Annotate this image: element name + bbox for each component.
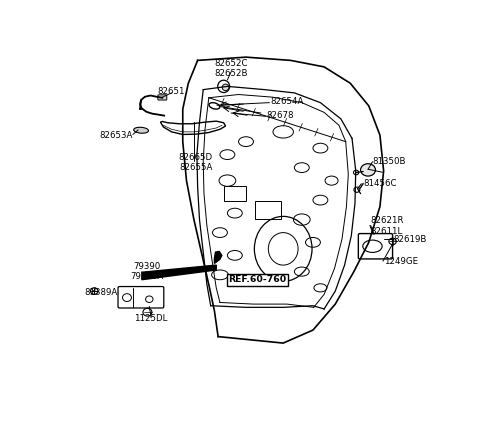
Polygon shape [142, 265, 216, 280]
Text: 82678: 82678 [266, 111, 294, 120]
FancyBboxPatch shape [158, 95, 167, 100]
Text: 82665D
82655A: 82665D 82655A [179, 153, 213, 173]
Bar [255, 201, 281, 219]
Polygon shape [215, 252, 222, 263]
Polygon shape [160, 121, 226, 135]
FancyBboxPatch shape [359, 234, 393, 259]
Text: 81389A: 81389A [84, 288, 118, 297]
Text: 1125DL: 1125DL [134, 314, 168, 323]
Ellipse shape [133, 127, 148, 133]
Text: REF.60-760: REF.60-760 [228, 275, 286, 284]
Text: 82653A: 82653A [99, 131, 132, 140]
Text: 82652C
82652B: 82652C 82652B [215, 59, 248, 78]
Ellipse shape [360, 164, 375, 176]
Text: 82654A: 82654A [270, 97, 303, 106]
Text: 81350B: 81350B [372, 157, 406, 165]
Bar [224, 186, 246, 201]
Text: 82619B: 82619B [393, 235, 426, 243]
Text: 79390
79380A: 79390 79380A [131, 262, 164, 281]
Text: 1249GE: 1249GE [384, 257, 418, 266]
Text: 81456C: 81456C [363, 179, 396, 188]
Text: 82621R
82611L: 82621R 82611L [371, 216, 404, 236]
Text: 82651: 82651 [158, 87, 185, 96]
Ellipse shape [222, 84, 229, 91]
